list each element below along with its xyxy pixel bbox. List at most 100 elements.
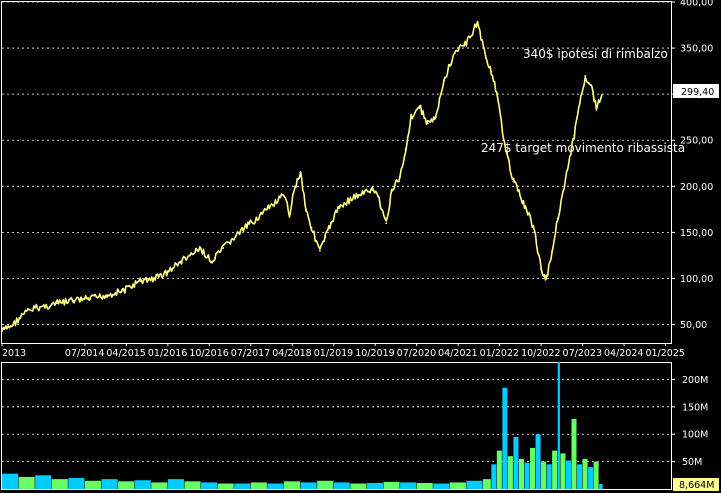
x-tick-label: 10/2016 (189, 348, 228, 359)
annotation-target: 247$ target movimento ribassista (481, 141, 685, 155)
price-point (465, 42, 468, 45)
price-point (305, 208, 307, 211)
volume-bar (134, 480, 151, 489)
price-y-tick-label: 400,00 (680, 0, 713, 9)
price-point (506, 155, 509, 158)
price-panel-frame (1, 1, 672, 344)
price-point (213, 257, 216, 260)
x-tick-label: 10/2019 (355, 348, 394, 359)
volume-bar (513, 436, 519, 489)
price-point (545, 277, 548, 280)
price-point (153, 277, 155, 280)
price-point (23, 312, 26, 315)
volume-y-tick-label: 150M (682, 402, 708, 413)
price-point (272, 203, 274, 206)
price-point (448, 63, 451, 66)
volume-bar (557, 361, 560, 489)
price-y-tick-label: 50,00 (680, 320, 707, 331)
price-point (385, 222, 388, 225)
volume-bar (577, 464, 583, 489)
volume-bar (250, 482, 267, 489)
price-point (399, 176, 401, 179)
x-tick-label: 01/2025 (645, 348, 684, 359)
price-point (518, 190, 520, 192)
volume-bar (151, 482, 168, 489)
price-point (484, 56, 487, 59)
price-point (12, 323, 14, 326)
volume-bar (449, 482, 466, 489)
x-tick-label: 01/2022 (480, 348, 519, 359)
volume-bar (496, 450, 502, 489)
price-point (238, 231, 241, 234)
price-point (595, 107, 598, 109)
volume-bar (383, 481, 400, 489)
x-tick-label: 04/2021 (438, 348, 477, 359)
volume-bar (588, 467, 594, 489)
price-point (222, 247, 225, 249)
price-line-highlight (1, 22, 602, 332)
price-point (567, 162, 570, 165)
price-series (1, 20, 603, 332)
volume-bar (366, 482, 383, 489)
price-x-axis: 2013 07/2014 04/2015 01/2016 10/2016 07/2017 0… (1, 343, 685, 359)
volume-y-axis: 200M 150M 100M 50M (671, 375, 708, 468)
chart-annotations: 340$ ipotesi di rimbalzo 247$ target mov… (481, 47, 685, 155)
volume-bar (593, 461, 599, 489)
price-point (426, 122, 429, 125)
price-point (443, 79, 446, 82)
volume-bar (483, 479, 491, 489)
volume-bar (552, 450, 558, 489)
price-point (404, 148, 407, 151)
price-point (534, 236, 537, 238)
price-y-tick-label: 250,00 (680, 136, 713, 147)
price-point (556, 217, 559, 220)
price-point (529, 214, 531, 217)
price-point (418, 105, 421, 108)
volume-panel-frame (1, 362, 672, 490)
price-point (255, 217, 258, 220)
price-y-tick-label: 350,00 (680, 44, 713, 55)
x-tick-label: 10/2022 (521, 348, 560, 359)
price-point (600, 93, 603, 96)
x-tick-label: 07/2017 (231, 348, 270, 359)
price-point (371, 189, 374, 191)
volume-y-tick-label: 100M (682, 430, 708, 441)
volume-bar (35, 475, 52, 489)
price-point (72, 299, 75, 302)
price-y-axis: 400,00350,00300,00250,00200,00150,00100,… (671, 0, 713, 331)
price-point (200, 248, 202, 250)
price-point (501, 130, 504, 132)
price-point (283, 194, 285, 197)
price-point (476, 21, 479, 24)
volume-y-tick-label: 200M (682, 375, 708, 386)
volume-bar (546, 464, 552, 489)
volume-bar (518, 458, 524, 489)
price-point (584, 74, 587, 77)
price-point (310, 226, 313, 229)
price-point (319, 249, 321, 252)
volume-y-tick-label: 50M (682, 457, 702, 468)
volume-bar (507, 456, 513, 489)
price-point (106, 294, 108, 296)
volume-bar (599, 484, 603, 489)
volume-bar (2, 473, 19, 489)
price-point (324, 236, 327, 238)
volume-bar (541, 461, 547, 489)
price-gridlines (2, 1, 671, 325)
volume-bar (167, 479, 184, 489)
price-point (562, 190, 565, 192)
last-price-box (673, 84, 719, 98)
price-point (338, 205, 341, 208)
volume-bar (400, 482, 417, 489)
volume-bar (300, 482, 317, 489)
x-tick-label: 04/2015 (106, 348, 145, 359)
price-point (457, 47, 460, 49)
price-point (435, 116, 437, 119)
volume-gridlines (2, 379, 671, 463)
price-y-tick-label: 150,00 (680, 228, 713, 239)
price-point (139, 280, 142, 283)
x-tick-label: 2013 (2, 348, 26, 359)
volume-bar (560, 453, 566, 489)
price-point (390, 190, 393, 192)
volume-bar (101, 479, 118, 489)
